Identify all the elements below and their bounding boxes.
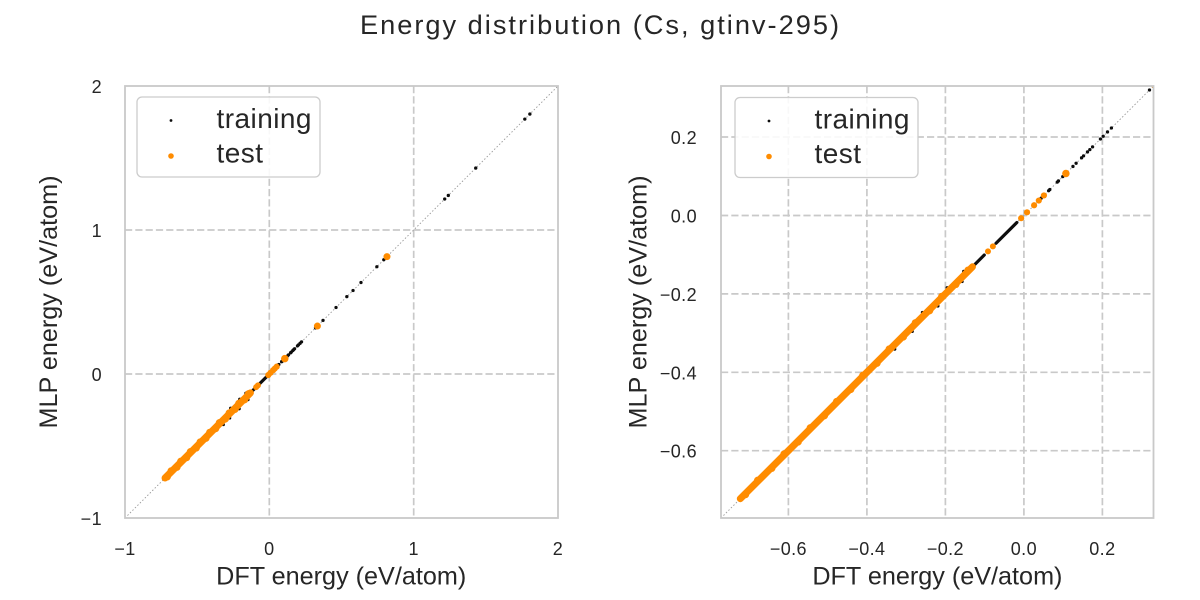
svg-text:DFT energy (eV/atom): DFT energy (eV/atom) [216, 563, 466, 591]
svg-text:MLP energy (eV/atom): MLP energy (eV/atom) [625, 176, 653, 429]
svg-text:0.0: 0.0 [671, 206, 697, 226]
svg-text:−0.2: −0.2 [927, 539, 964, 559]
svg-text:−1: −1 [114, 539, 135, 559]
svg-text:test: test [815, 138, 862, 169]
svg-text:−1: −1 [81, 509, 102, 529]
svg-text:−0.4: −0.4 [660, 363, 697, 383]
svg-text:Energy distribution (Cs, gtinv: Energy distribution (Cs, gtinv-295) [360, 9, 841, 40]
svg-text:1: 1 [408, 539, 418, 559]
svg-text:1: 1 [92, 221, 102, 241]
svg-text:0.2: 0.2 [671, 128, 697, 148]
svg-text:2: 2 [553, 539, 563, 559]
svg-text:−0.6: −0.6 [770, 539, 807, 559]
svg-text:0.0: 0.0 [1011, 539, 1037, 559]
svg-text:0.2: 0.2 [1089, 539, 1115, 559]
svg-text:DFT energy (eV/atom): DFT energy (eV/atom) [812, 563, 1062, 591]
svg-text:2: 2 [92, 77, 102, 97]
svg-text:training: training [217, 103, 312, 134]
svg-text:−0.4: −0.4 [848, 539, 885, 559]
svg-text:test: test [217, 138, 264, 169]
svg-text:−0.6: −0.6 [660, 442, 697, 462]
svg-text:0: 0 [92, 365, 102, 385]
svg-text:MLP energy (eV/atom): MLP energy (eV/atom) [35, 176, 63, 429]
svg-text:0: 0 [264, 539, 274, 559]
svg-text:training: training [815, 104, 910, 135]
svg-text:−0.2: −0.2 [660, 285, 697, 305]
